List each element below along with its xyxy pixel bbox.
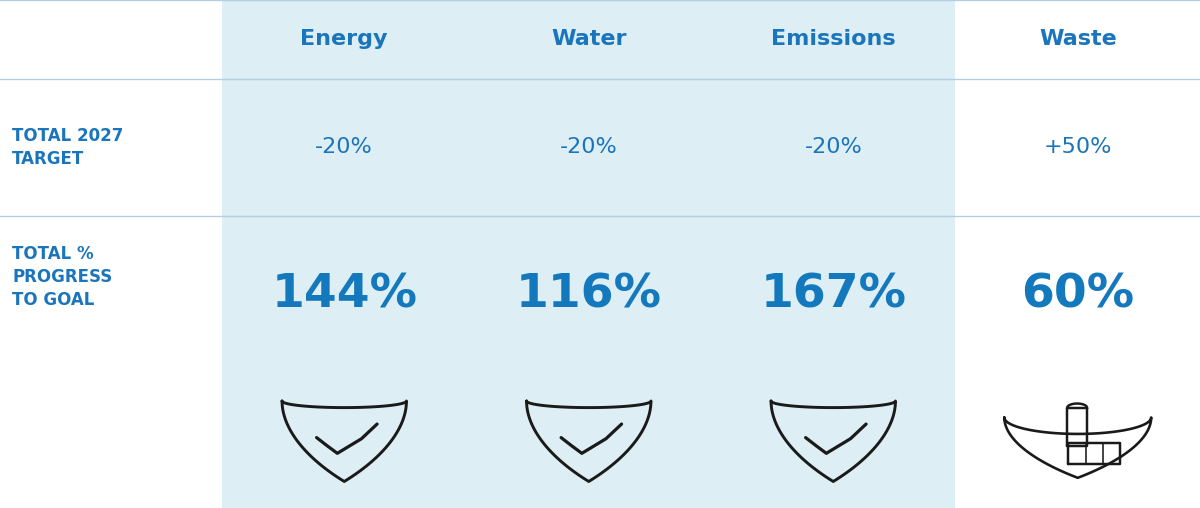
Text: TOTAL %
PROGRESS
TO GOAL: TOTAL % PROGRESS TO GOAL — [12, 245, 113, 309]
FancyBboxPatch shape — [0, 0, 222, 508]
Text: TOTAL 2027
TARGET: TOTAL 2027 TARGET — [12, 127, 124, 168]
Text: Emissions: Emissions — [770, 29, 895, 49]
Text: -20%: -20% — [804, 137, 862, 157]
FancyBboxPatch shape — [955, 0, 1200, 508]
Text: 167%: 167% — [761, 272, 906, 317]
Text: 116%: 116% — [516, 272, 661, 317]
Text: Waste: Waste — [1039, 29, 1117, 49]
Text: -20%: -20% — [560, 137, 618, 157]
FancyBboxPatch shape — [222, 0, 955, 508]
Text: +50%: +50% — [1044, 137, 1112, 157]
Text: Energy: Energy — [300, 29, 388, 49]
Text: -20%: -20% — [316, 137, 373, 157]
Text: 60%: 60% — [1021, 272, 1134, 317]
Text: 144%: 144% — [271, 272, 418, 317]
Text: Water: Water — [551, 29, 626, 49]
